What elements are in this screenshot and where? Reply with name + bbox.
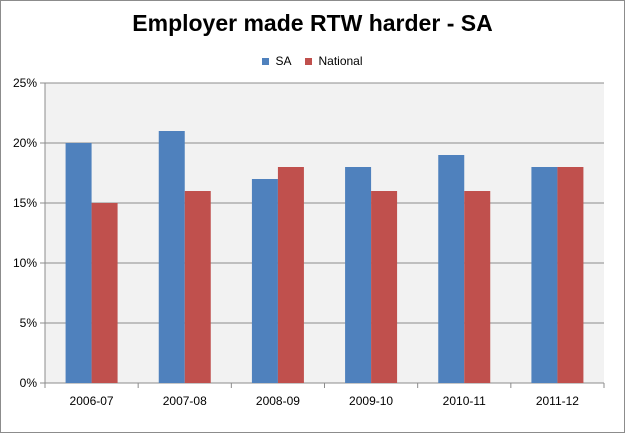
x-tick-label: 2009-10 bbox=[349, 394, 393, 408]
y-tick-label: 15% bbox=[13, 196, 37, 210]
bar-national-2008-09 bbox=[277, 167, 304, 383]
bar-sa-2011-12 bbox=[531, 167, 558, 383]
legend-label-sa: SA bbox=[275, 54, 292, 68]
bar-national-2009-10 bbox=[371, 191, 398, 383]
legend-swatch-sa bbox=[262, 57, 270, 65]
x-tick-label: 2006-07 bbox=[70, 394, 114, 408]
plot-background bbox=[45, 83, 604, 383]
x-tick-label: 2007-08 bbox=[163, 394, 207, 408]
legend: SA National bbox=[0, 54, 625, 68]
bar-national-2011-12 bbox=[557, 167, 584, 383]
y-tick-label: 10% bbox=[13, 256, 37, 270]
legend-item-national: National bbox=[305, 54, 363, 68]
legend-label-national: National bbox=[318, 54, 363, 68]
bar-national-2010-11 bbox=[464, 191, 491, 383]
chart-title: Employer made RTW harder - SA bbox=[132, 10, 493, 36]
legend-item-sa: SA bbox=[262, 54, 291, 68]
legend-swatch-national bbox=[305, 57, 313, 65]
bar-national-2006-07 bbox=[91, 203, 118, 383]
bar-sa-2006-07 bbox=[65, 143, 92, 383]
bar-sa-2007-08 bbox=[158, 131, 185, 383]
x-tick-label: 2011-12 bbox=[536, 394, 579, 408]
x-tick-label: 2008-09 bbox=[256, 394, 300, 408]
y-tick-label: 5% bbox=[20, 316, 38, 330]
bar-sa-2008-09 bbox=[251, 179, 278, 383]
x-tick-label: 2010-11 bbox=[443, 394, 486, 408]
bar-national-2007-08 bbox=[184, 191, 211, 383]
bar-sa-2009-10 bbox=[345, 167, 372, 383]
y-tick-label: 0% bbox=[20, 376, 38, 390]
bar-sa-2010-11 bbox=[438, 155, 465, 383]
y-tick-label: 25% bbox=[13, 76, 37, 90]
y-tick-label: 20% bbox=[13, 136, 37, 150]
